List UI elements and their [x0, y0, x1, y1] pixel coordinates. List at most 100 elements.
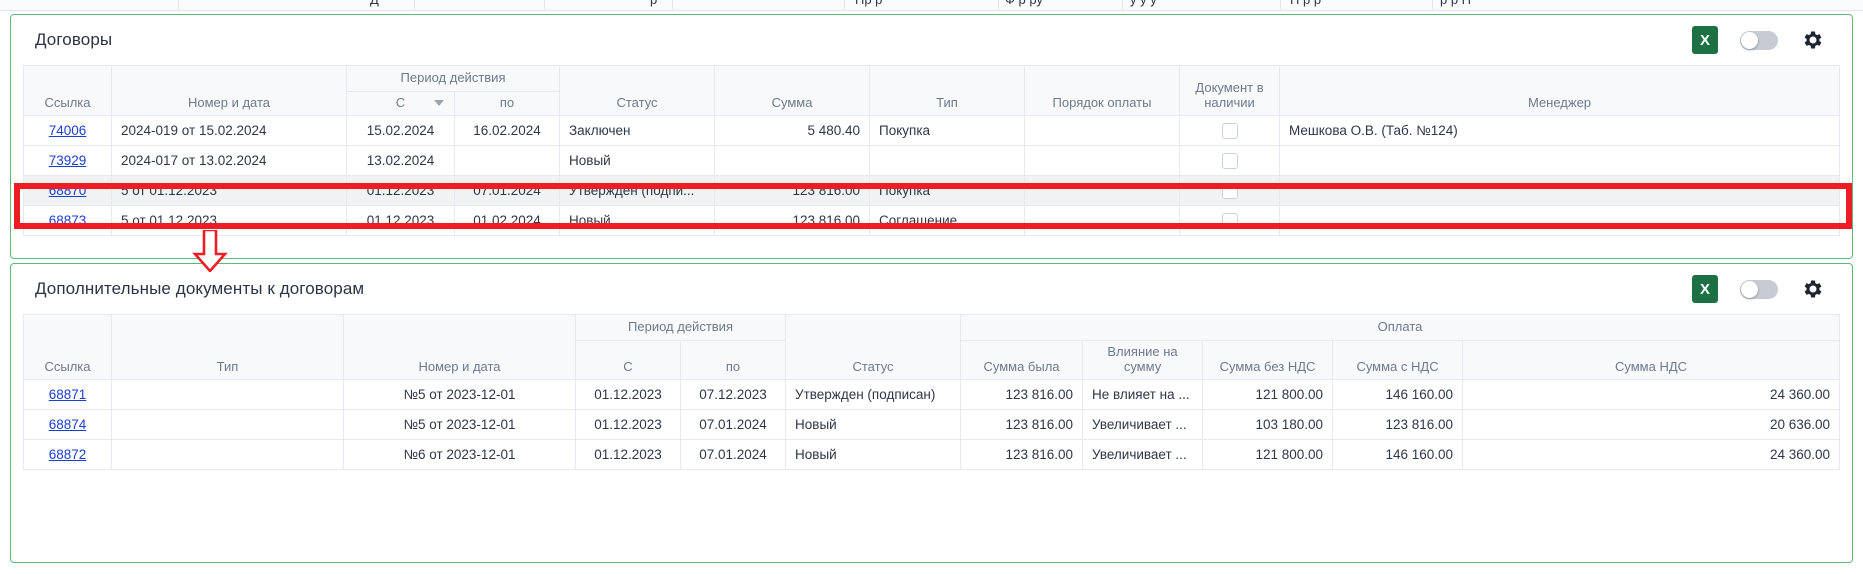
settings-gear-icon[interactable]: [1800, 277, 1824, 301]
col-header-7[interactable]: Влияние на сумму: [1082, 340, 1204, 380]
col-header-5[interactable]: Сумма: [714, 65, 871, 116]
settings-gear-icon[interactable]: [1800, 28, 1824, 52]
cell-amount: 123 816.00: [714, 174, 871, 206]
col-header-6[interactable]: Сумма была: [960, 340, 1084, 380]
table-row[interactable]: 68870 5 от 01.12.2023 01.12.2023 07.01.2024…: [23, 174, 1840, 206]
cell-status: Утвержден (подписан): [785, 378, 962, 410]
cell-amount-no-vat: 121 800.00: [1202, 438, 1334, 470]
record-link[interactable]: 68871: [48, 386, 87, 402]
col-header-4[interactable]: Статус: [559, 65, 716, 116]
cell-period-to: 01.02.2024: [453, 204, 561, 236]
view-toggle-switch[interactable]: [1740, 30, 1778, 50]
additional-documents-panel-header: Дополнительные документы к договорам X: [11, 264, 1852, 314]
top-cutoff-cell: р: [650, 0, 657, 10]
col-header-8[interactable]: Документ в наличии: [1179, 65, 1281, 116]
col-header-2[interactable]: Номер и дата: [343, 314, 576, 380]
table-row[interactable]: 68874 №5 от 2023-12-01 01.12.2023 07.01.202…: [23, 408, 1840, 440]
col-header-period-from[interactable]: С: [346, 91, 455, 116]
col-header-3[interactable]: С: [575, 340, 681, 380]
checkbox[interactable]: [1221, 212, 1238, 229]
cell-type: Покупка: [869, 114, 1026, 146]
cell-ref: 68873: [23, 204, 112, 236]
cell-period-to: 07.01.2024: [453, 174, 561, 206]
cell-doc-present: [1179, 114, 1281, 146]
cell-payment-order: [1024, 114, 1181, 146]
col-header-10[interactable]: Сумма НДС: [1462, 340, 1840, 380]
record-link[interactable]: 68873: [48, 212, 87, 228]
table-row[interactable]: 74006 2024-019 от 15.02.2024 15.02.2024 16.…: [23, 114, 1840, 146]
cell-type: [111, 408, 344, 440]
contracts-grid-wrap: Ссылка Номер и дата Период действия Статус С…: [11, 65, 1852, 236]
col-header-1[interactable]: Номер и дата: [111, 65, 347, 116]
cell-period-to: 16.02.2024: [453, 114, 561, 146]
group-header-payment: Оплата: [960, 314, 1840, 341]
cell-number-date: 2024-017 от 13.02.2024: [111, 144, 347, 176]
contracts-group-header-row: Ссылка Номер и дата Период действия Статус С…: [23, 65, 1840, 116]
col-header-period-to[interactable]: по: [453, 91, 561, 116]
cell-impact: Увеличивает ...: [1082, 438, 1204, 470]
additional-documents-panel-toolbar: X: [1692, 275, 1838, 303]
cell-status: Новый: [785, 438, 962, 470]
col-header-6[interactable]: Тип: [869, 65, 1026, 116]
cell-period-from: 15.02.2024: [346, 114, 455, 146]
view-toggle-switch[interactable]: [1740, 279, 1778, 299]
cell-doc-present: [1179, 204, 1281, 236]
cell-amount-with-vat: 146 160.00: [1332, 438, 1464, 470]
checkbox[interactable]: [1221, 122, 1238, 139]
excel-export-button[interactable]: X: [1692, 26, 1718, 54]
cell-type: Соглашение: [869, 204, 1026, 236]
cell-period-to: 07.12.2023: [679, 378, 787, 410]
excel-export-button[interactable]: X: [1692, 275, 1718, 303]
additional-documents-thead: Ссылка Тип Номер и дата Период действия Стат…: [23, 314, 1840, 380]
additional-documents-grid-wrap: Ссылка Тип Номер и дата Период действия Стат…: [11, 314, 1852, 470]
cell-payment-order: [1024, 174, 1181, 206]
col-header-7[interactable]: Порядок оплаты: [1024, 65, 1181, 116]
contracts-panel: Договоры X Ссылка Н: [10, 14, 1853, 259]
additional-documents-panel: Дополнительные документы к договорам X: [10, 263, 1853, 563]
top-cutoff-cell: р р Н: [1440, 0, 1471, 10]
additional-documents-panel-title: Дополнительные документы к договорам: [35, 279, 365, 298]
record-link[interactable]: 74006: [48, 122, 87, 138]
cell-period-from: 01.12.2023: [346, 204, 455, 236]
record-link[interactable]: 73929: [48, 152, 87, 168]
top-cutoff-cell: у у у: [1130, 0, 1157, 10]
cell-payment-order: [1024, 204, 1181, 236]
cell-amount-was: 123 816.00: [960, 438, 1084, 470]
cell-period-from: 01.12.2023: [346, 174, 455, 206]
cell-period-to: 07.01.2024: [679, 408, 787, 440]
cell-impact: Не влияет на ...: [1082, 378, 1204, 410]
record-link[interactable]: 68874: [48, 416, 87, 432]
cell-status: Новый: [559, 204, 716, 236]
cell-vat-amount: 20 636.00: [1462, 408, 1840, 440]
contracts-panel-toolbar: X: [1692, 26, 1838, 54]
table-row[interactable]: 68873 5 от 01.12.2023 01.12.2023 01.02.2024…: [23, 204, 1840, 236]
cell-amount-was: 123 816.00: [960, 378, 1084, 410]
table-row[interactable]: 68871 №5 от 2023-12-01 01.12.2023 07.12.202…: [23, 378, 1840, 410]
cell-ref: 68872: [23, 438, 112, 470]
col-header-8[interactable]: Сумма без НДС: [1202, 340, 1334, 380]
cell-amount: 5 480.40: [714, 114, 871, 146]
record-link[interactable]: 68872: [48, 446, 87, 462]
col-header-9[interactable]: Менеджер: [1279, 65, 1840, 116]
record-link[interactable]: 68870: [48, 182, 87, 198]
group-header-period: Период действия: [345, 65, 561, 92]
cell-vat-amount: 24 360.00: [1462, 378, 1840, 410]
cell-amount-no-vat: 121 800.00: [1202, 378, 1334, 410]
cell-period-to: 07.01.2024: [679, 438, 787, 470]
cell-impact: Увеличивает ...: [1082, 408, 1204, 440]
checkbox[interactable]: [1221, 182, 1238, 199]
table-row[interactable]: 68872 №6 от 2023-12-01 01.12.2023 07.01.202…: [23, 438, 1840, 470]
col-header-0[interactable]: Ссылка: [23, 65, 112, 116]
cell-doc-present: [1179, 174, 1281, 206]
contracts-grid-body: 74006 2024-019 от 15.02.2024 15.02.2024 16.…: [23, 114, 1840, 236]
col-header-5[interactable]: Статус: [785, 314, 962, 380]
cell-doc-present: [1179, 144, 1281, 176]
checkbox[interactable]: [1221, 152, 1238, 169]
cell-number-date: №5 от 2023-12-01: [343, 408, 576, 440]
col-header-1[interactable]: Тип: [111, 314, 344, 380]
col-header-0[interactable]: Ссылка: [23, 314, 112, 380]
table-row[interactable]: 73929 2024-017 от 13.02.2024 13.02.2024 Нов…: [23, 144, 1840, 176]
col-header-4[interactable]: по: [679, 340, 787, 380]
col-header-9[interactable]: Сумма с НДС: [1332, 340, 1464, 380]
cell-number-date: 5 от 01.12.2023: [111, 204, 347, 236]
